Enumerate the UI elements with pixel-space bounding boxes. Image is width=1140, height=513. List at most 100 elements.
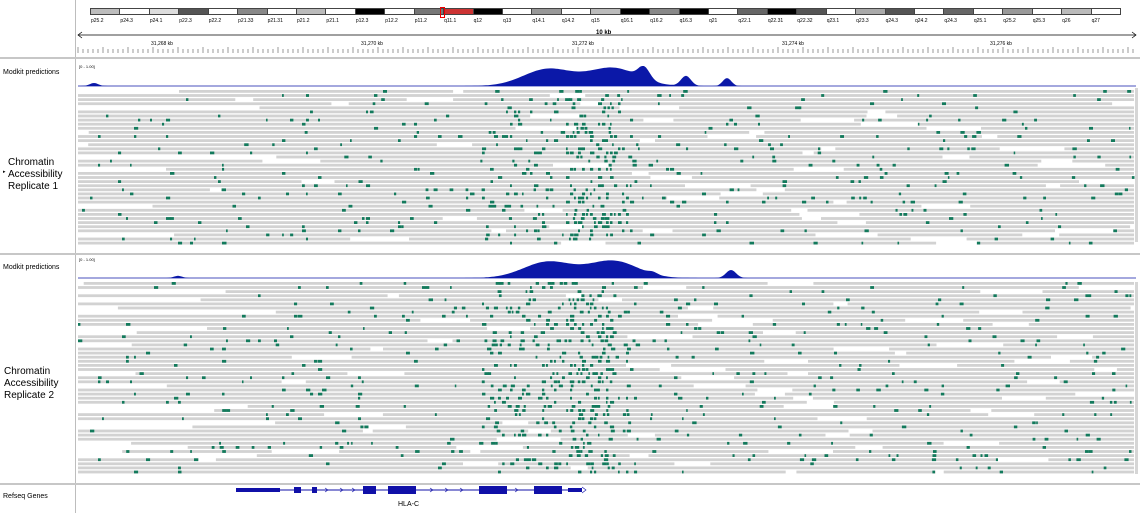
ideogram-band[interactable] (90, 8, 121, 15)
ideogram-band[interactable] (914, 8, 945, 15)
ideogram-band[interactable] (619, 8, 651, 15)
ideogram-band-label: p21.1 (326, 18, 339, 24)
track-name-replicate-1[interactable]: ▸ Chromatin Accessibility Replicate 1 (3, 157, 63, 193)
ideogram-band[interactable] (766, 8, 798, 15)
ideogram-band-label: p25.2 (91, 18, 104, 24)
ideogram-band-label: q24.2 (915, 18, 928, 24)
ruler-tick-marks (77, 47, 1134, 53)
scrollbar-1[interactable] (1135, 88, 1138, 242)
header-divider (0, 57, 1140, 59)
track-divider-1 (0, 253, 1140, 255)
ideogram-band-label: q22.31 (767, 18, 784, 24)
replicate-1-line-2: Accessibility (8, 169, 63, 180)
ruler-tick-label: 31,270 kb (361, 41, 383, 47)
replicate-1-line-1: Chromatin (8, 157, 55, 168)
ideogram-band[interactable] (443, 8, 474, 15)
track-name-replicate-2[interactable]: Chromatin Accessibility Replicate 2 (4, 366, 58, 402)
gene-model-hla-c[interactable] (230, 484, 630, 498)
replicate-2-line-2: Accessibility (4, 378, 59, 389)
ideogram-band[interactable] (384, 8, 415, 15)
ideogram-band[interactable] (1002, 8, 1033, 15)
ideogram-band[interactable] (708, 8, 739, 15)
ideogram-band-label: q27 (1091, 18, 1100, 24)
ideogram-band-label: q14.1 (532, 18, 545, 24)
ideogram-region-marker (440, 7, 445, 18)
ideogram-band-label: q16.3 (679, 18, 693, 24)
ideogram-band-label: q12 (473, 18, 482, 24)
ideogram-band[interactable] (825, 8, 857, 15)
ideogram-band-label: q24.3 (885, 18, 899, 24)
ideogram-band-label: q14.2 (561, 18, 575, 24)
replicate-1-line-3: Replicate 1 (8, 181, 59, 192)
coverage-track-1[interactable] (78, 62, 1138, 88)
ideogram-band[interactable] (590, 8, 621, 15)
ideogram-band[interactable] (1090, 8, 1121, 15)
alignment-track-1[interactable] (78, 88, 1136, 250)
ideogram-band-label: p22.2 (208, 18, 222, 24)
ruler-tick-label: 31,268 kb (151, 41, 173, 47)
ideogram-band[interactable] (354, 8, 386, 15)
alignment-track-2[interactable] (78, 280, 1136, 480)
ideogram-band[interactable] (472, 8, 503, 15)
ideogram-band-label: q25.1 (973, 18, 987, 24)
replicate-2-line-3: Replicate 2 (4, 390, 55, 401)
ideogram-band[interactable] (884, 8, 915, 15)
track-name-refseq[interactable]: Refseq Genes (3, 493, 48, 500)
gene-name-label[interactable]: HLA-C (398, 501, 420, 508)
ideogram-band[interactable] (1031, 8, 1063, 15)
ruler-tick-label: 31,274 kb (782, 41, 804, 47)
ideogram-band-label: q22.32 (797, 18, 813, 24)
ideogram-band[interactable] (560, 8, 592, 15)
ideogram-band[interactable] (237, 8, 268, 15)
ideogram-band[interactable] (502, 8, 533, 15)
ideogram-band-label: q24.3 (944, 18, 957, 24)
ideogram-band-label: p21.33 (238, 18, 254, 24)
ideogram-band-label: p12.2 (385, 18, 398, 24)
ideogram-band[interactable] (943, 8, 974, 15)
ideogram-band-label: p24.3 (120, 18, 133, 24)
ideogram-band[interactable] (207, 8, 239, 15)
ideogram-band[interactable] (148, 8, 180, 15)
ideogram-band-label: p21.2 (297, 18, 310, 24)
replicate-2-line-1: Chromatin (4, 366, 51, 377)
ideogram-band[interactable] (737, 8, 768, 15)
genome-ruler[interactable]: 10 kb 31,268 kb 31,270 kb 31,272 kb 31,274 … (76, 28, 1140, 54)
ruler-tick-label: 31,272 kb (572, 41, 594, 47)
scrollbar-2[interactable] (1135, 282, 1138, 474)
ideogram-band-label: q26 (1062, 18, 1071, 24)
ideogram-band[interactable] (855, 8, 886, 15)
ideogram-band[interactable] (649, 8, 680, 15)
track-divider-2 (0, 483, 1140, 485)
ideogram-band-label: q25.3 (1032, 18, 1046, 24)
ideogram-band-label: q16.2 (650, 18, 663, 24)
ideogram-band[interactable] (678, 8, 709, 15)
collapse-handle-icon[interactable]: ▸ (3, 169, 6, 175)
ideogram-band-label: q25.2 (1003, 18, 1016, 24)
ideogram-band[interactable] (1061, 8, 1092, 15)
ideogram-band[interactable] (796, 8, 827, 15)
ideogram-band[interactable] (972, 8, 1004, 15)
data-range-2: [0 - 1.00] (79, 257, 95, 262)
ideogram-band-label: q11.1 (444, 18, 457, 24)
ideogram-band[interactable] (325, 8, 356, 15)
track-name-modkit-2[interactable]: Modkit predictions (3, 264, 60, 271)
ideogram-band-label: p11.2 (414, 18, 427, 24)
ruler-tick-label: 31,276 kb (990, 41, 1012, 47)
ideogram-band-label: p12.3 (355, 18, 369, 24)
chromosome-ideogram[interactable]: p25.2 p24.3 p24.1 p22.3 p22.2 p21.33 p21.31 p21… (90, 7, 1121, 28)
scale-label: 10 kb (596, 30, 612, 36)
ideogram-band-label: q23.1 (826, 18, 840, 24)
ideogram-band-label: p24.1 (149, 18, 163, 24)
ideogram-band[interactable] (119, 8, 150, 15)
name-column-divider (75, 0, 76, 513)
ideogram-band[interactable] (531, 8, 562, 15)
ideogram-band[interactable] (296, 8, 327, 15)
coverage-track-2[interactable] (78, 256, 1138, 280)
ideogram-band-label: q23.3 (856, 18, 869, 24)
track-name-modkit-1[interactable]: Modkit predictions (3, 69, 60, 76)
ideogram-band[interactable] (266, 8, 297, 15)
ideogram-band-label: q22.1 (738, 18, 751, 24)
ideogram-band[interactable] (178, 8, 209, 15)
ideogram-band-label: q15 (591, 18, 600, 24)
ideogram-band-label: p22.3 (179, 18, 192, 24)
